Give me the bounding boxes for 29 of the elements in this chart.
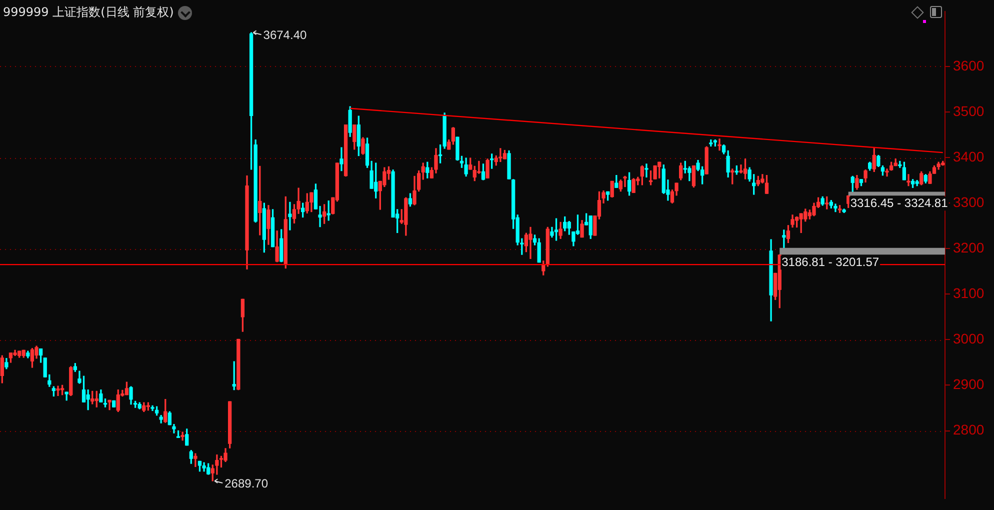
candlestick xyxy=(340,147,344,172)
candlestick xyxy=(498,148,502,162)
band-label: 3186.81 - 3201.57 xyxy=(782,254,880,269)
y-tick-label: 3200 xyxy=(953,239,984,256)
candlestick xyxy=(718,138,722,151)
candlestick xyxy=(288,202,292,230)
y-tick-label: 3300 xyxy=(953,194,984,210)
y-tick-label: 3400 xyxy=(953,148,984,164)
y-tick-label: 3500 xyxy=(953,102,984,119)
y-tick-label: 3600 xyxy=(953,57,984,74)
y-tick-label: 2900 xyxy=(953,376,984,392)
y-tick-label: 3100 xyxy=(953,285,984,302)
candlestick xyxy=(644,164,648,178)
y-tick-label: 2800 xyxy=(953,422,984,438)
candlestick xyxy=(885,168,889,177)
annotation: 3674.40 xyxy=(263,28,307,42)
candlestick xyxy=(528,226,532,259)
annotation: 2689.70 xyxy=(224,476,268,490)
candlestick xyxy=(56,386,60,396)
candlestick xyxy=(906,174,910,186)
candlestick xyxy=(86,389,90,410)
band-label: 3316.45 - 3324.81 xyxy=(850,196,948,210)
chart-title: 999999 上证指数(日线 前复权) xyxy=(3,4,174,21)
candlestick xyxy=(623,176,627,188)
candlestick xyxy=(782,230,786,248)
candlestick xyxy=(739,164,743,174)
candlestick xyxy=(477,160,481,174)
y-tick-label: 3000 xyxy=(953,330,984,347)
candlestick xyxy=(194,453,198,468)
